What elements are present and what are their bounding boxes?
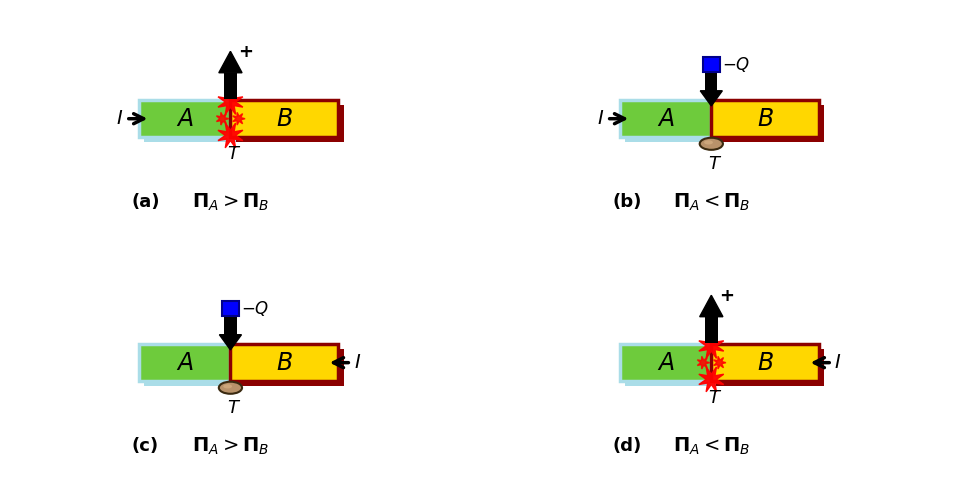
Bar xyxy=(139,344,231,381)
Text: $\mathit{T}$: $\mathit{T}$ xyxy=(227,399,241,417)
Polygon shape xyxy=(698,367,723,392)
Text: $\mathit{A}$: $\mathit{A}$ xyxy=(656,351,674,375)
Text: (a): (a) xyxy=(131,193,160,211)
Bar xyxy=(717,105,825,142)
Polygon shape xyxy=(218,89,243,114)
Bar xyxy=(231,344,338,381)
Text: $\mathit{T}$: $\mathit{T}$ xyxy=(708,389,722,407)
Text: $\mathit{T}$: $\mathit{T}$ xyxy=(708,155,722,173)
Polygon shape xyxy=(218,123,243,148)
Bar xyxy=(711,100,819,137)
Polygon shape xyxy=(700,91,722,106)
FancyBboxPatch shape xyxy=(705,72,718,91)
Bar xyxy=(222,301,239,316)
Text: +: + xyxy=(238,43,253,62)
Bar xyxy=(231,100,338,137)
Bar xyxy=(625,349,717,386)
Ellipse shape xyxy=(218,382,242,394)
Text: $\mathit{A}$: $\mathit{A}$ xyxy=(175,107,194,131)
Bar xyxy=(625,105,717,142)
Text: $\mathit{T}$: $\mathit{T}$ xyxy=(227,145,241,163)
Bar xyxy=(711,344,819,381)
Bar xyxy=(717,349,825,386)
Polygon shape xyxy=(699,295,723,317)
Ellipse shape xyxy=(699,138,723,150)
Text: $\mathbf{\Pi}_A > \mathbf{\Pi}_B$: $\mathbf{\Pi}_A > \mathbf{\Pi}_B$ xyxy=(193,435,269,457)
Bar xyxy=(139,100,231,137)
Bar xyxy=(620,344,711,381)
Polygon shape xyxy=(217,112,229,125)
Bar xyxy=(144,349,236,386)
FancyBboxPatch shape xyxy=(705,317,718,343)
Text: $\mathit{A}$: $\mathit{A}$ xyxy=(656,107,674,131)
Ellipse shape xyxy=(704,140,713,144)
Text: $\mathit{I}$: $\mathit{I}$ xyxy=(354,353,361,372)
Text: +: + xyxy=(718,287,734,305)
Text: $\mathbf{\Pi}_A < \mathbf{\Pi}_B$: $\mathbf{\Pi}_A < \mathbf{\Pi}_B$ xyxy=(673,435,750,457)
Polygon shape xyxy=(218,52,242,73)
FancyBboxPatch shape xyxy=(224,316,237,335)
Text: $\mathit{I}$: $\mathit{I}$ xyxy=(834,353,842,372)
Text: $\mathit{-Q}$: $\mathit{-Q}$ xyxy=(722,55,750,74)
Text: $\mathit{B}$: $\mathit{B}$ xyxy=(276,351,293,375)
Bar xyxy=(236,349,344,386)
Text: (c): (c) xyxy=(131,437,159,455)
Polygon shape xyxy=(698,333,723,358)
Text: $\mathit{B}$: $\mathit{B}$ xyxy=(276,107,293,131)
Text: $\mathbf{\Pi}_A > \mathbf{\Pi}_B$: $\mathbf{\Pi}_A > \mathbf{\Pi}_B$ xyxy=(193,191,269,213)
Text: $\mathit{-Q}$: $\mathit{-Q}$ xyxy=(241,299,269,318)
Text: $\mathit{I}$: $\mathit{I}$ xyxy=(597,109,604,128)
Text: $\mathit{B}$: $\mathit{B}$ xyxy=(757,351,774,375)
Polygon shape xyxy=(233,112,245,125)
Text: (d): (d) xyxy=(612,437,642,455)
Text: $\mathit{A}$: $\mathit{A}$ xyxy=(175,351,194,375)
Text: (b): (b) xyxy=(612,193,642,211)
FancyBboxPatch shape xyxy=(224,73,237,99)
Text: $\mathit{B}$: $\mathit{B}$ xyxy=(757,107,774,131)
Text: $\mathit{I}$: $\mathit{I}$ xyxy=(116,109,124,128)
Bar xyxy=(703,57,719,72)
Polygon shape xyxy=(714,356,726,369)
Polygon shape xyxy=(219,335,241,350)
Polygon shape xyxy=(697,356,710,369)
Ellipse shape xyxy=(223,384,232,388)
Bar xyxy=(144,105,236,142)
Text: $\mathbf{\Pi}_A < \mathbf{\Pi}_B$: $\mathbf{\Pi}_A < \mathbf{\Pi}_B$ xyxy=(673,191,750,213)
Bar xyxy=(620,100,711,137)
Bar xyxy=(236,105,344,142)
